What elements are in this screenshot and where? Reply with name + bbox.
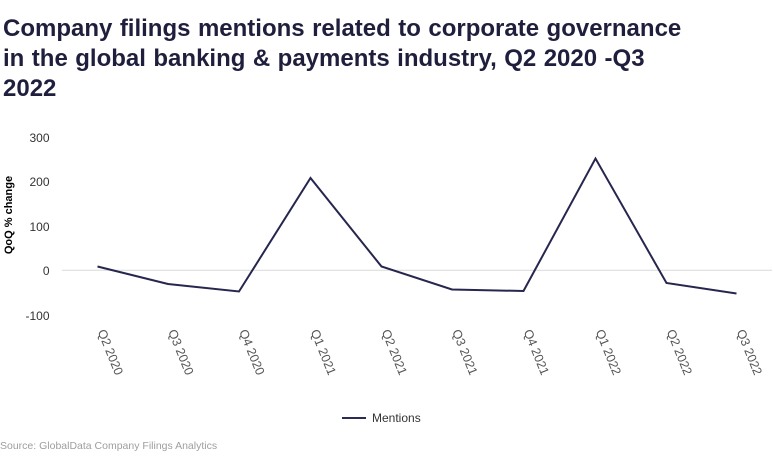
svg-text:Q1 2022: Q1 2022 (593, 327, 624, 377)
svg-text:Q3 2021: Q3 2021 (449, 327, 480, 377)
svg-text:Q4 2021: Q4 2021 (521, 327, 552, 377)
svg-text:Q2 2020: Q2 2020 (95, 327, 126, 377)
svg-text:Q2 2022: Q2 2022 (664, 327, 695, 377)
svg-text:Q3 2022: Q3 2022 (734, 327, 765, 377)
svg-text:Q1 2021: Q1 2021 (308, 327, 339, 377)
svg-text:Q3 2020: Q3 2020 (165, 327, 196, 377)
svg-text:Q2 2021: Q2 2021 (379, 327, 410, 377)
svg-text:Q4 2020: Q4 2020 (236, 327, 267, 377)
